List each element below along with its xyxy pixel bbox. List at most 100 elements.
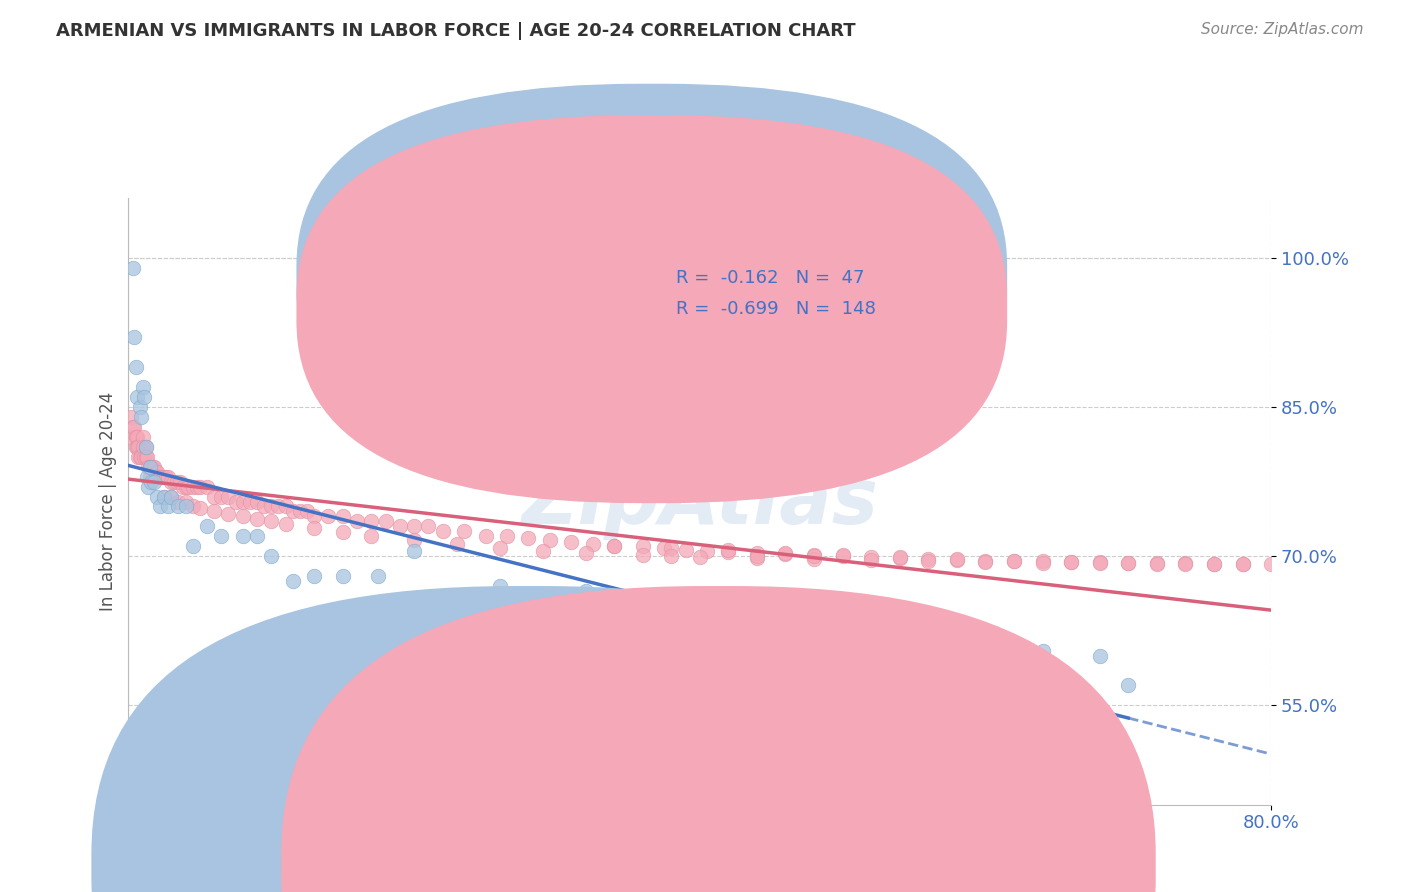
Point <box>404 533 426 548</box>
Point <box>209 529 232 543</box>
Text: ZipAtlas: ZipAtlas <box>522 464 879 540</box>
Point <box>274 517 297 532</box>
Point <box>120 410 142 425</box>
Point <box>295 504 318 518</box>
Point <box>860 550 883 565</box>
Point <box>332 525 354 540</box>
Point <box>474 529 496 543</box>
Point <box>127 450 149 464</box>
Point <box>960 758 983 772</box>
Point <box>531 589 554 603</box>
Point <box>135 440 157 454</box>
Point <box>142 459 165 474</box>
Point <box>318 509 340 524</box>
Point <box>155 469 177 483</box>
Point <box>631 539 654 553</box>
Point <box>631 599 654 613</box>
Point <box>149 500 172 514</box>
Point <box>1032 643 1054 657</box>
Point <box>1002 554 1025 568</box>
Point <box>267 500 290 514</box>
Point <box>1017 756 1039 770</box>
Point <box>531 544 554 558</box>
Point <box>360 515 382 529</box>
Point <box>157 500 180 514</box>
Point <box>745 551 768 566</box>
Point <box>689 599 711 613</box>
Point <box>538 533 561 548</box>
Point <box>260 515 283 529</box>
Point <box>153 490 176 504</box>
Point <box>135 440 157 454</box>
Point <box>631 548 654 562</box>
Point <box>1032 554 1054 568</box>
Point <box>432 599 454 613</box>
FancyBboxPatch shape <box>297 84 1007 472</box>
Point <box>174 494 197 508</box>
Point <box>288 504 311 518</box>
Point <box>239 494 262 508</box>
Point <box>139 459 162 474</box>
Point <box>1232 557 1254 571</box>
Point <box>1060 555 1083 569</box>
Point <box>138 459 160 474</box>
Point <box>603 539 626 553</box>
Point <box>332 509 354 524</box>
Point <box>217 490 239 504</box>
Point <box>803 552 825 566</box>
Point <box>141 459 163 474</box>
Point <box>574 584 596 599</box>
Point <box>332 569 354 583</box>
Point <box>122 330 145 344</box>
Point <box>745 549 768 564</box>
Point <box>181 539 204 553</box>
Point <box>860 553 883 567</box>
Point <box>889 551 911 566</box>
Point <box>145 465 167 479</box>
Point <box>232 509 254 524</box>
Point <box>246 494 269 508</box>
Point <box>917 554 939 568</box>
Point <box>374 515 396 529</box>
Point <box>1116 556 1139 570</box>
Point <box>202 490 225 504</box>
Point <box>136 469 159 483</box>
Point <box>163 475 186 489</box>
FancyBboxPatch shape <box>614 244 883 326</box>
Point <box>139 459 162 474</box>
Point <box>675 543 697 558</box>
Point <box>1088 556 1111 570</box>
Point <box>281 574 304 588</box>
Point <box>134 390 156 404</box>
Point <box>974 554 997 568</box>
Point <box>717 543 740 558</box>
Point <box>560 535 582 549</box>
Point <box>121 420 143 434</box>
Point <box>186 480 208 494</box>
Text: Immigrants: Immigrants <box>740 857 842 875</box>
Point <box>367 569 389 583</box>
Point <box>803 549 825 564</box>
Point <box>1116 556 1139 570</box>
Point <box>1174 556 1197 570</box>
Point <box>388 519 411 533</box>
Point <box>946 552 969 566</box>
Y-axis label: In Labor Force | Age 20-24: In Labor Force | Age 20-24 <box>100 392 117 611</box>
Point <box>775 546 797 560</box>
Point <box>1174 557 1197 571</box>
Point <box>202 504 225 518</box>
Point <box>139 469 162 483</box>
Point <box>432 524 454 539</box>
Point <box>446 537 468 551</box>
Point <box>281 504 304 518</box>
Point <box>418 519 440 533</box>
Point <box>124 440 146 454</box>
Point <box>775 547 797 561</box>
Point <box>659 549 682 564</box>
Point <box>246 512 269 526</box>
Point <box>131 410 153 425</box>
Point <box>177 480 200 494</box>
Point <box>974 648 997 663</box>
Point <box>517 531 540 545</box>
Text: R =  -0.699   N =  148: R = -0.699 N = 148 <box>676 300 876 318</box>
